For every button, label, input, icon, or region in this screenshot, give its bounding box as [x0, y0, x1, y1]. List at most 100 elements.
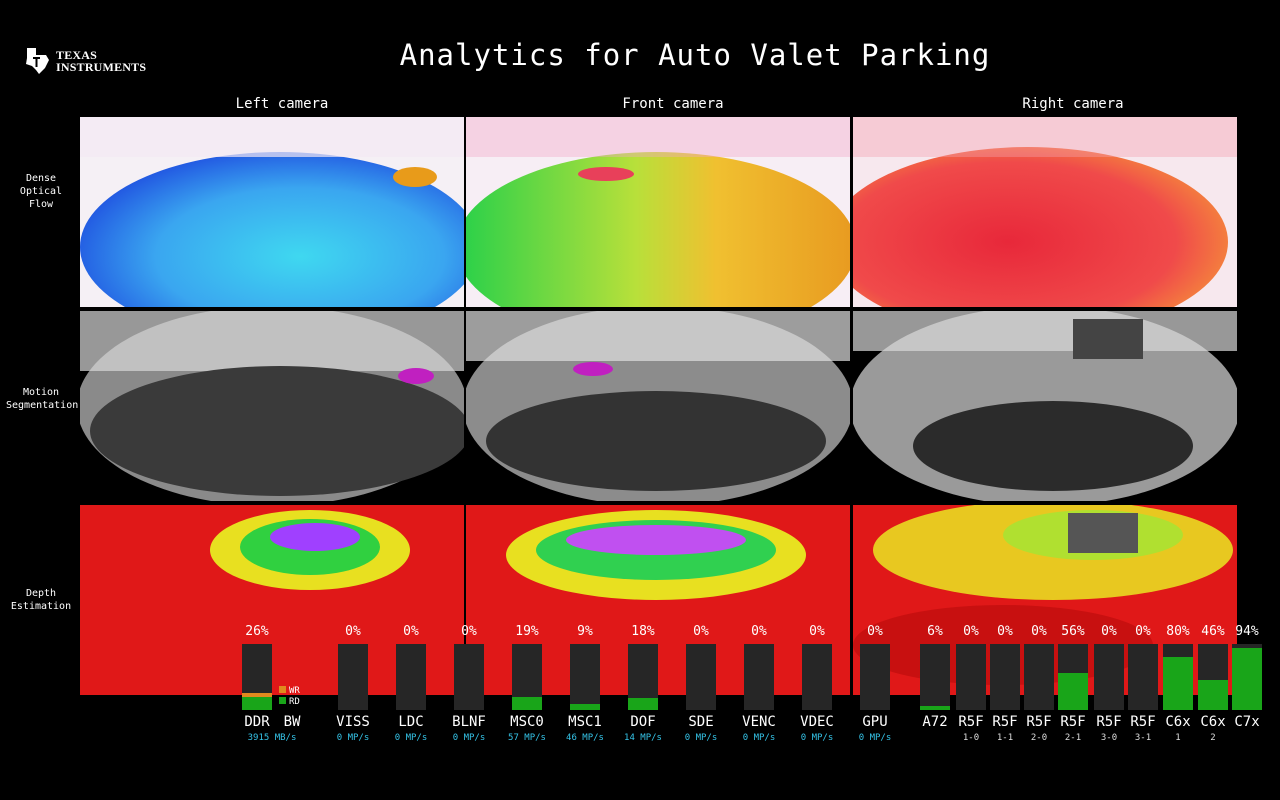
c6x-bar	[1198, 644, 1228, 710]
c7x-bar	[1232, 644, 1262, 710]
optical-flow-left-view	[80, 117, 464, 307]
a72-percent: 6%	[927, 624, 943, 639]
msc0-fill	[512, 697, 542, 710]
r5f-label: R5F	[1060, 714, 1086, 730]
page-title: Analytics for Auto Valet Parking	[399, 38, 991, 72]
dof-bar	[628, 644, 658, 710]
motion-seg-front-view	[466, 311, 850, 501]
venc-label: VENC	[742, 714, 776, 730]
c6x-percent: 80%	[1166, 624, 1190, 639]
r5f-sub-label: 3-1	[1134, 733, 1152, 743]
c6x-bar	[1163, 644, 1193, 710]
c6x-fill	[1198, 679, 1228, 710]
r5f-percent: 0%	[1135, 624, 1151, 639]
msc0-label: MSC0	[510, 714, 544, 730]
ti-logo: TEXAS INSTRUMENTS	[24, 46, 154, 78]
r5f-percent: 0%	[1031, 624, 1047, 639]
r5f-label: R5F	[992, 714, 1018, 730]
c7x-fill	[1232, 647, 1262, 710]
blnf-sub-label: 0 MP/s	[452, 733, 486, 743]
r5f-bar	[956, 644, 986, 710]
venc-percent: 0%	[751, 624, 767, 639]
r5f-bar	[1058, 644, 1088, 710]
ddr-bw-read-fill	[242, 696, 272, 710]
read-swatch-icon	[279, 697, 286, 704]
r5f-percent: 0%	[963, 624, 979, 639]
a72-fill	[920, 706, 950, 710]
gpu-sub-label: 0 MP/s	[858, 733, 892, 743]
ldc-sub-label: 0 MP/s	[394, 733, 428, 743]
legend-write-label: WR	[289, 686, 300, 696]
row-label-line: Motion	[22, 387, 60, 398]
column-header-right: Right camera	[1022, 96, 1124, 112]
ddr-label: DDR	[244, 714, 270, 730]
legend-read-label: RD	[289, 697, 300, 707]
c7x-percent: 94%	[1235, 624, 1259, 639]
sde-sub-label: 0 MP/s	[684, 733, 718, 743]
msc1-label: MSC1	[568, 714, 602, 730]
msc1-percent: 9%	[577, 624, 593, 639]
gpu-bar	[860, 644, 890, 710]
bw-label: BW	[283, 714, 301, 730]
ldc-bar	[396, 644, 426, 710]
ddr-bw-write-fill	[242, 692, 272, 697]
viss-sub-label: 0 MP/s	[336, 733, 370, 743]
legend-write: WR	[279, 686, 300, 697]
msc1-bar	[570, 644, 600, 710]
c6x-label: C6x	[1200, 714, 1226, 730]
r5f-bar	[1094, 644, 1124, 710]
vdec-percent: 0%	[809, 624, 825, 639]
c6x-sub-label: 1	[1175, 733, 1181, 743]
r5f-bar	[990, 644, 1020, 710]
row-label-line: Estimation	[10, 601, 72, 612]
motion-seg-right-view	[853, 311, 1237, 501]
r5f-bar	[1128, 644, 1158, 710]
row-label-line: Flow	[28, 199, 54, 210]
gpu-percent: 0%	[867, 624, 883, 639]
vdec-sub-label: 0 MP/s	[800, 733, 834, 743]
a72-bar	[920, 644, 950, 710]
viss-bar	[338, 644, 368, 710]
logo-line-2: INSTRUMENTS	[56, 60, 147, 74]
c6x-percent: 46%	[1201, 624, 1225, 639]
sde-bar	[686, 644, 716, 710]
r5f-fill	[1058, 673, 1088, 710]
msc1-fill	[570, 704, 600, 710]
dof-label: DOF	[630, 714, 656, 730]
ldc-label: LDC	[398, 714, 424, 730]
r5f-label: R5F	[1096, 714, 1122, 730]
r5f-sub-label: 1-1	[996, 733, 1014, 743]
sde-label: SDE	[688, 714, 714, 730]
msc0-bar	[512, 644, 542, 710]
venc-bar	[744, 644, 774, 710]
viss-percent: 0%	[345, 624, 361, 639]
c6x-fill	[1163, 657, 1193, 710]
ddr-bw-percent: 26%	[245, 624, 269, 639]
a72-label: A72	[922, 714, 948, 730]
r5f-label: R5F	[1130, 714, 1156, 730]
r5f-label: R5F	[958, 714, 984, 730]
row-header-depth-estimation: Depth Estimation	[6, 587, 76, 613]
ldc-percent: 0%	[403, 624, 419, 639]
c6x-label: C6x	[1165, 714, 1191, 730]
msc0-percent: 19%	[515, 624, 539, 639]
blnf-bar	[454, 644, 484, 710]
legend-read: RD	[279, 697, 300, 708]
msc0-sub-label: 57 MP/s	[508, 733, 546, 743]
optical-flow-right-view	[853, 117, 1237, 307]
row-label-line: Dense	[25, 173, 57, 184]
row-label-line: Segmentation	[6, 400, 79, 411]
gpu-label: GPU	[862, 714, 888, 730]
write-swatch-icon	[279, 686, 286, 693]
ddr-bw-rate: 3915 MB/s	[247, 733, 297, 743]
vdec-bar	[802, 644, 832, 710]
logo-line-1: TEXAS	[56, 48, 98, 62]
msc1-sub-label: 46 MP/s	[566, 733, 604, 743]
blnf-label: BLNF	[452, 714, 486, 730]
viss-label: VISS	[336, 714, 370, 730]
r5f-percent: 0%	[997, 624, 1013, 639]
sde-percent: 0%	[693, 624, 709, 639]
column-header-left: Left camera	[235, 96, 329, 112]
ddr-bw-bar	[242, 644, 272, 710]
optical-flow-front-view	[466, 117, 850, 307]
